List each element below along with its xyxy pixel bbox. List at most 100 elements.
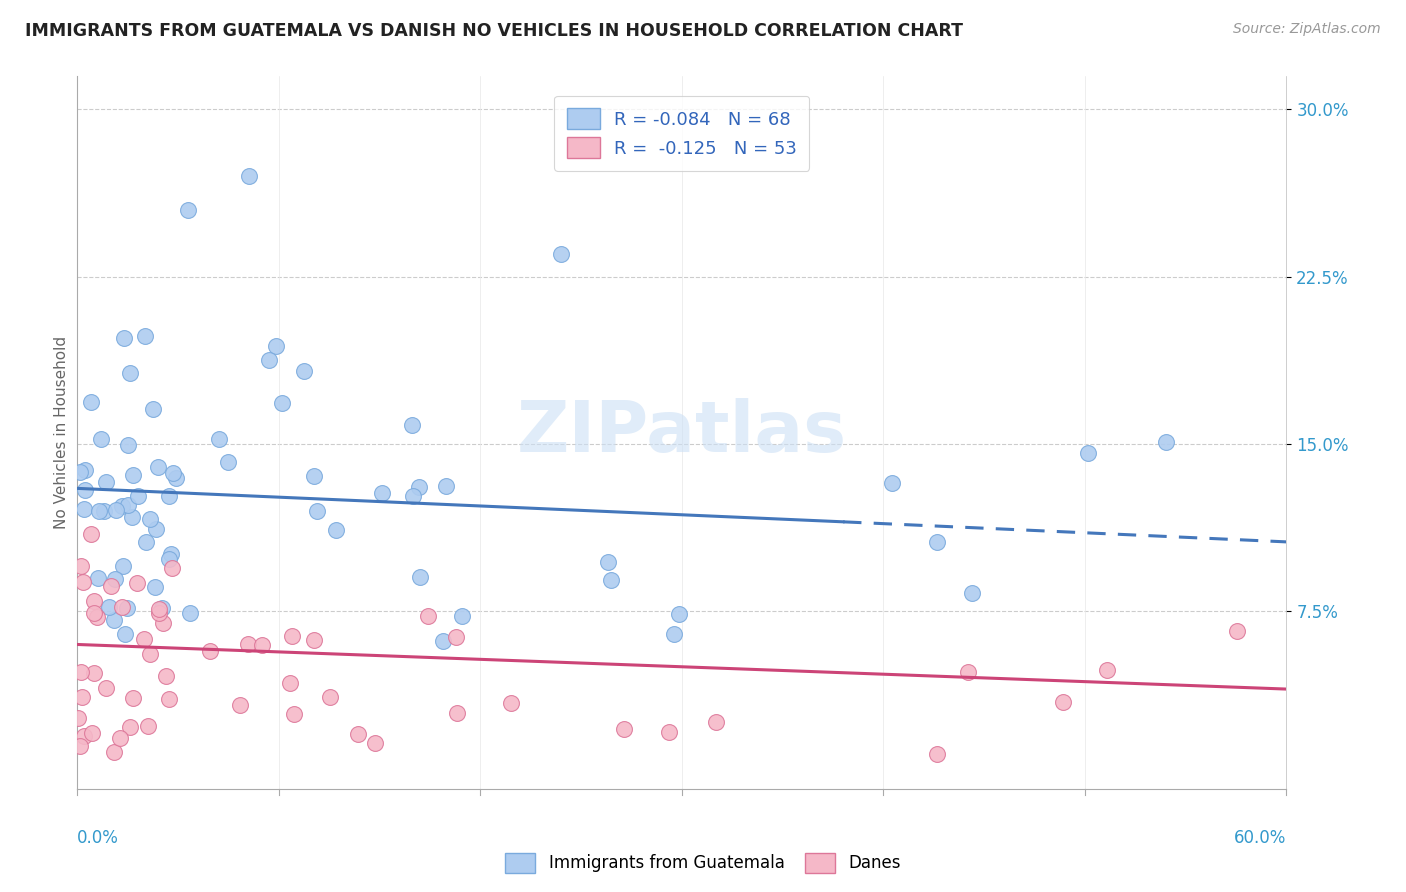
Point	[110, 731, 132, 746]
Point	[111, 559, 134, 574]
Point	[408, 480, 430, 494]
Point	[125, 575, 148, 590]
Point	[499, 696, 522, 710]
Point	[96, 475, 118, 489]
Point	[121, 509, 143, 524]
Point	[148, 602, 170, 616]
Y-axis label: No Vehicles in Household: No Vehicles in Household	[53, 336, 69, 529]
Point	[136, 719, 159, 733]
Point	[257, 353, 280, 368]
Point	[148, 606, 170, 620]
Point	[177, 202, 200, 217]
Point	[200, 644, 222, 658]
Point	[83, 665, 105, 680]
Point	[121, 468, 143, 483]
Point	[208, 432, 231, 446]
Point	[658, 725, 681, 739]
Point	[925, 747, 948, 761]
Point	[278, 675, 301, 690]
Point	[250, 639, 273, 653]
Point	[73, 463, 96, 477]
Point	[93, 504, 115, 518]
Point	[145, 523, 167, 537]
Text: Source: ZipAtlas.com: Source: ZipAtlas.com	[1233, 22, 1381, 37]
Point	[100, 578, 122, 592]
Point	[613, 722, 636, 736]
Point	[409, 570, 432, 584]
Point	[104, 572, 127, 586]
Point	[1226, 624, 1249, 639]
Point	[73, 483, 96, 497]
Point	[143, 580, 166, 594]
Point	[134, 328, 156, 343]
Point	[1052, 695, 1074, 709]
Point	[371, 485, 394, 500]
Point	[271, 396, 294, 410]
Point	[155, 669, 177, 683]
Point	[302, 469, 325, 483]
Point	[319, 690, 342, 704]
Point	[139, 647, 162, 661]
Point	[956, 665, 979, 679]
Point	[179, 607, 201, 621]
Point	[927, 534, 949, 549]
Point	[217, 455, 239, 469]
Point	[87, 571, 110, 585]
Point	[117, 438, 139, 452]
Point	[238, 637, 260, 651]
Point	[103, 745, 125, 759]
Point	[117, 498, 139, 512]
Text: IMMIGRANTS FROM GUATEMALA VS DANISH NO VEHICLES IN HOUSEHOLD CORRELATION CHART: IMMIGRANTS FROM GUATEMALA VS DANISH NO V…	[25, 22, 963, 40]
Point	[134, 632, 156, 646]
Point	[160, 561, 183, 575]
Point	[238, 169, 260, 184]
Point	[86, 610, 108, 624]
Point	[1077, 446, 1099, 460]
Point	[283, 706, 305, 721]
Point	[401, 417, 423, 432]
Point	[281, 629, 304, 643]
Point	[114, 627, 136, 641]
Point	[363, 736, 385, 750]
Point	[111, 600, 134, 615]
Point	[148, 460, 170, 475]
Point	[664, 627, 686, 641]
Point	[292, 364, 315, 378]
Point	[135, 535, 157, 549]
Point	[307, 504, 329, 518]
Point	[120, 366, 142, 380]
Point	[446, 706, 468, 720]
Point	[67, 711, 90, 725]
Point	[150, 601, 173, 615]
Text: 0.0%: 0.0%	[77, 829, 120, 847]
Point	[127, 489, 149, 503]
Point	[70, 690, 93, 705]
Point	[160, 547, 183, 561]
Point	[83, 593, 105, 607]
Point	[444, 630, 467, 644]
Legend: Immigrants from Guatemala, Danes: Immigrants from Guatemala, Danes	[499, 847, 907, 880]
Point	[157, 692, 180, 706]
Point	[98, 599, 121, 614]
Point	[73, 729, 96, 743]
Point	[121, 690, 143, 705]
Point	[82, 725, 104, 739]
Point	[598, 555, 620, 569]
Point	[139, 512, 162, 526]
Point	[962, 586, 984, 600]
Point	[115, 600, 138, 615]
Point	[880, 476, 903, 491]
Point	[80, 527, 103, 541]
Point	[162, 467, 184, 481]
Point	[104, 503, 127, 517]
Point	[69, 739, 91, 753]
Point	[434, 479, 457, 493]
Point	[114, 331, 136, 345]
Point	[142, 402, 165, 417]
Legend: R = -0.084   N = 68, R =  -0.125   N = 53: R = -0.084 N = 68, R = -0.125 N = 53	[554, 95, 810, 170]
Point	[87, 504, 110, 518]
Point	[69, 465, 91, 479]
Point	[451, 609, 474, 624]
Point	[72, 575, 94, 590]
Point	[229, 698, 252, 713]
